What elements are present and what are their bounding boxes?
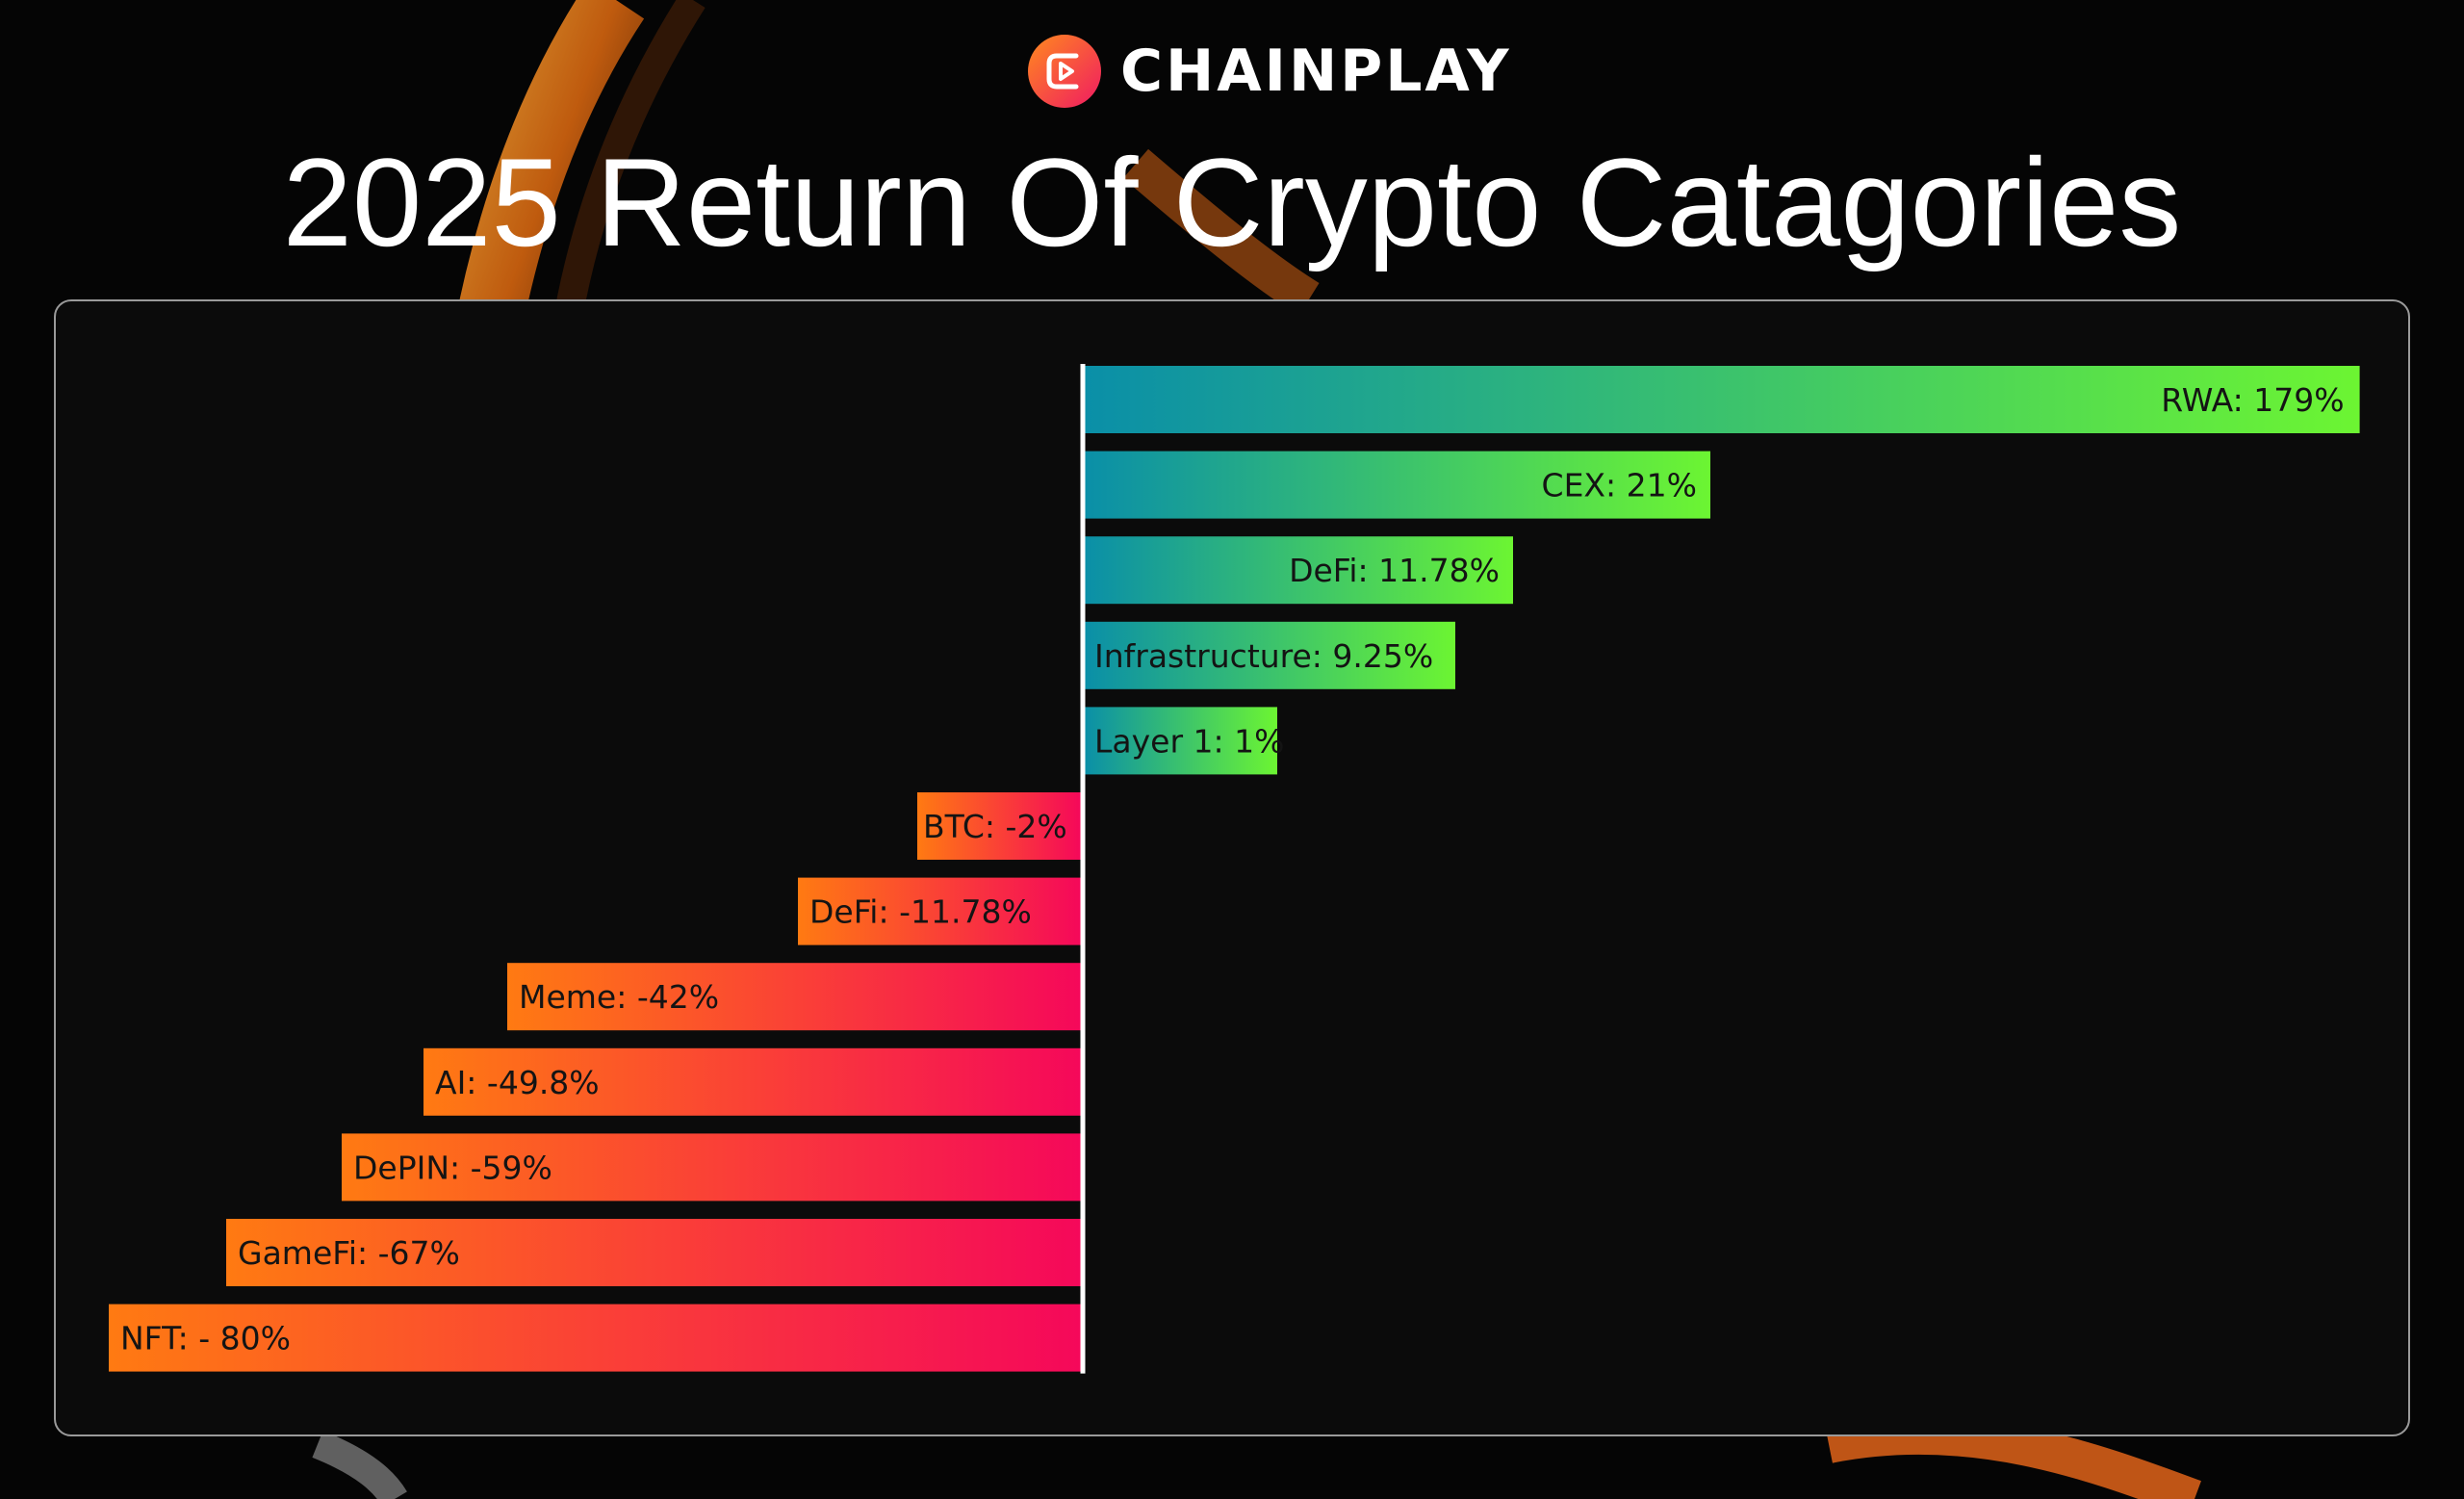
bar-gamefi-10 bbox=[226, 1219, 1081, 1286]
bar-chart: RWA: 179% CEX: 21% DeFi: 11.78% Infrastruct… bbox=[109, 364, 2360, 1374]
data-label-rwa-0: RWA: 179% bbox=[2161, 381, 2344, 419]
bar-infrastructure-3 bbox=[1085, 621, 1455, 689]
data-label-defi-6: DeFi: -11.78% bbox=[809, 893, 1032, 931]
brand-name: CHAINPLAY bbox=[1120, 38, 1512, 105]
data-label-layer-1-4: Layer 1: 1% bbox=[1094, 722, 1284, 760]
data-label-cex-1: CEX: 21% bbox=[1542, 467, 1697, 504]
bar-defi-2 bbox=[1085, 536, 1513, 605]
bar-meme-7 bbox=[507, 963, 1081, 1031]
data-label-gamefi-10: GameFi: -67% bbox=[238, 1234, 460, 1272]
chart-panel: RWA: 179% CEX: 21% DeFi: 11.78% Infrastruct… bbox=[54, 299, 2410, 1436]
bar-btc-5 bbox=[917, 792, 1081, 860]
data-label-nft-11: NFT: - 80% bbox=[120, 1320, 291, 1357]
data-label-infrastructure-3: Infrastructure: 9.25% bbox=[1094, 637, 1433, 675]
data-label-ai-8: AI: -49.8% bbox=[435, 1064, 600, 1101]
bar-ai-8 bbox=[424, 1047, 1081, 1116]
chart-title: 2025 Return Of Crypto Catagories bbox=[282, 132, 2182, 272]
data-label-btc-5: BTC: -2% bbox=[923, 808, 1067, 845]
bar-layer-1-4 bbox=[1085, 707, 1277, 775]
data-label-defi-2: DeFi: 11.78% bbox=[1289, 552, 1500, 589]
chainplay-logo-icon bbox=[1028, 35, 1101, 108]
bar-nft-11 bbox=[109, 1304, 1081, 1372]
data-label-meme-7: Meme: -42% bbox=[519, 978, 719, 1016]
bar-depin-9 bbox=[342, 1133, 1081, 1202]
data-label-depin-9: DePIN: -59% bbox=[353, 1149, 552, 1186]
bar-cex-1 bbox=[1085, 451, 1710, 519]
bar-defi-6 bbox=[798, 877, 1081, 945]
brand-header: CHAINPLAY bbox=[1028, 31, 1512, 112]
bar-rwa-0 bbox=[1085, 366, 2360, 433]
